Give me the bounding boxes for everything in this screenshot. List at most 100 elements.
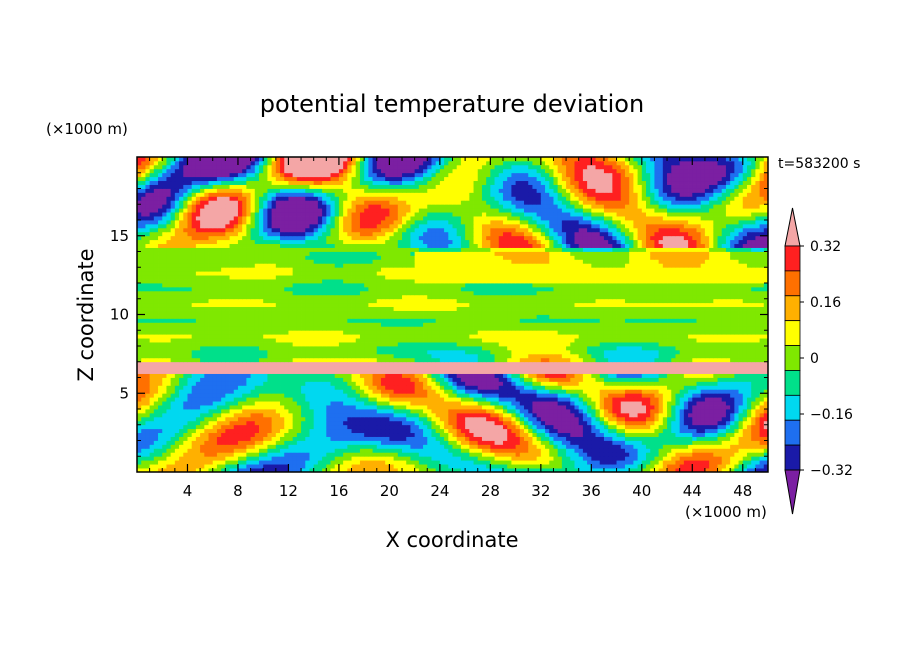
heatmap-cell [359,460,365,465]
heatmap-cell [237,416,243,422]
heatmap-cell [410,409,416,414]
heatmap-cell [145,342,151,347]
heatmap-cell [271,393,277,398]
heatmap-cell [620,420,626,426]
heatmap-cell [667,365,672,371]
heatmap-cell [406,373,411,378]
heatmap-cell [477,424,483,430]
heatmap-cell [671,420,676,426]
heatmap-cell [662,381,668,386]
heatmap-cell [717,432,723,437]
heatmap-cell [305,409,310,414]
heatmap-cell [166,428,172,434]
heatmap-cell [540,365,546,371]
heatmap-cell [683,409,689,414]
heatmap-cell [582,389,588,394]
heatmap-cell [751,381,756,386]
heatmap-cell [759,456,765,461]
heatmap-cell [746,346,752,351]
heatmap-cell [418,448,424,453]
heatmap-cell [603,432,609,437]
heatmap-cell [612,440,617,445]
heatmap-cell [612,448,617,453]
heatmap-cell [557,416,563,422]
heatmap-cell [469,424,474,430]
heatmap-cell [494,432,500,437]
heatmap-cell [380,464,386,469]
heatmap-cell [195,432,201,437]
heatmap-cell [153,385,159,390]
heatmap-cell [688,401,693,406]
heatmap-cell [418,436,424,441]
heatmap-cell [364,369,369,374]
heatmap-cell [578,365,584,371]
heatmap-cell [380,468,386,472]
heatmap-cell [507,456,512,461]
heatmap-cell [742,436,748,441]
heatmap-cell [641,452,647,457]
heatmap-cell [730,468,735,472]
heatmap-cell [229,444,235,449]
heatmap-cell [511,416,516,422]
heatmap-cell [368,401,373,406]
heatmap-cell [435,464,441,469]
heatmap-cell [410,353,416,359]
heatmap-cell [170,440,176,445]
heatmap-cell [730,409,735,414]
heatmap-cell [170,436,176,441]
heatmap-cell [502,361,508,367]
heatmap-cell [452,460,458,465]
heatmap-cell [137,346,142,351]
heatmap-cell [258,440,264,445]
heatmap-cell [481,456,487,461]
heatmap-cell [414,397,420,402]
heatmap-cell [351,420,357,426]
heatmap-cell [212,369,218,374]
heatmap-cell [717,373,723,378]
heatmap-cell [385,405,390,410]
heatmap-cell [141,377,146,382]
heatmap-cell [187,369,193,374]
heatmap-cell [439,385,445,390]
heatmap-cell [355,377,361,382]
heatmap-cell [153,389,159,394]
heatmap-cell [738,468,744,472]
heatmap-cell [427,452,432,457]
heatmap-cell [250,452,256,457]
heatmap-cell [271,361,277,367]
heatmap-cell [330,361,336,367]
heatmap-cell [629,361,634,367]
heatmap-cell [721,346,727,351]
heatmap-cell [675,361,681,367]
heatmap-cell [254,460,260,465]
heatmap-cell [528,424,533,430]
heatmap-cell [524,342,529,347]
heatmap-cell [603,381,609,386]
heatmap-cell [166,460,172,465]
heatmap-cell [540,464,546,469]
heatmap-cell [658,377,664,382]
heatmap-cell [528,444,533,449]
heatmap-cell [250,385,256,390]
heatmap-cell [658,397,664,402]
heatmap-cell [751,468,756,472]
heatmap-cell [519,361,525,367]
heatmap-cell [368,342,373,347]
heatmap-cell [709,424,714,430]
heatmap-cell [280,428,285,434]
heatmap-cell [490,349,495,355]
heatmap-cell [574,448,580,453]
heatmap-cell [149,393,155,398]
heatmap-cell [427,353,432,359]
heatmap-cell [759,444,765,449]
heatmap-cell [301,436,306,441]
heatmap-cell [696,448,702,453]
heatmap-cell [145,385,151,390]
heatmap-cell [326,389,331,394]
heatmap-cell [330,365,336,371]
heatmap-cell [275,342,281,347]
heatmap-cell [566,420,571,426]
heatmap-cell [624,365,630,371]
heatmap-cell [145,412,151,418]
heatmap-cell [191,464,197,469]
